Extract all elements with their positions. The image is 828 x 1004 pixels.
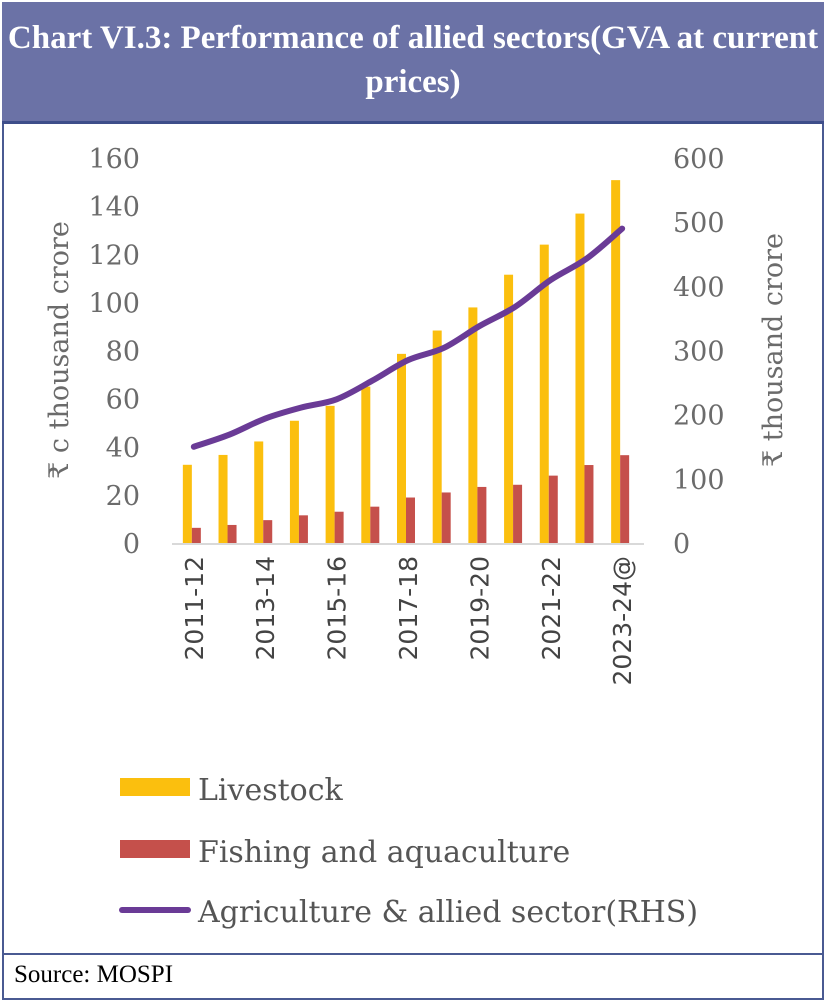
x-tick-label: 2023-24@	[608, 556, 637, 685]
chart-title: Chart VI.3: Performance of allied sector…	[2, 2, 824, 124]
fishing-bar	[406, 497, 415, 543]
x-tick-label: 2011-12	[180, 556, 209, 660]
x-tick-label: 2013-14	[251, 556, 280, 660]
x-tick-label: 2017-18	[394, 556, 423, 660]
livestock-bar	[611, 180, 621, 543]
left-tick-label: 160	[88, 144, 140, 175]
livestock-bar	[254, 441, 264, 543]
right-tick-label: 500	[673, 208, 725, 239]
agriculture-line	[190, 225, 626, 450]
left-tick-label: 120	[88, 240, 140, 271]
legend-livestock-label: Livestock	[198, 773, 344, 808]
livestock-bar	[575, 213, 585, 543]
left-tick-label: 80	[106, 337, 140, 368]
left-tick-label: 20	[106, 481, 140, 512]
livestock-bar	[289, 420, 299, 543]
fishing-bar	[477, 486, 487, 543]
livestock-bar	[182, 464, 192, 543]
left-tick-label: 140	[88, 192, 140, 223]
x-tick-label: 2015-16	[323, 556, 352, 660]
fishing-bar	[334, 511, 344, 543]
legend-livestock-swatch	[120, 778, 190, 796]
livestock-bar	[325, 405, 335, 543]
fishing-bar	[370, 506, 380, 543]
left-tick-label: 100	[88, 288, 140, 319]
legend-agriculture-label: Agriculture & allied sector(RHS)	[197, 895, 698, 930]
legend-fishing-label: Fishing and aquaculture	[198, 835, 570, 870]
fishing-bar	[298, 515, 308, 543]
left-tick-label: 0	[123, 529, 140, 560]
fishing-bar	[620, 455, 630, 543]
x-tick-label: 2021-22	[537, 556, 566, 660]
right-tick-label: 100	[673, 465, 725, 496]
left-axis-title: ₹ c thousand crore	[44, 221, 75, 479]
right-tick-label: 400	[673, 272, 725, 303]
livestock-bar	[397, 353, 406, 543]
right-tick-label: 0	[673, 529, 690, 560]
fishing-bar	[548, 475, 558, 543]
right-tick-label: 300	[673, 337, 725, 368]
fishing-bar	[584, 465, 594, 543]
fishing-bar	[227, 524, 237, 543]
fishing-bar	[191, 527, 201, 543]
livestock-bar	[218, 454, 228, 543]
livestock-bar	[361, 386, 371, 543]
livestock-bar	[504, 274, 514, 543]
livestock-bar	[468, 307, 478, 543]
fishing-bar	[441, 492, 451, 543]
livestock-bar	[432, 330, 442, 543]
left-tick-label: 60	[106, 385, 140, 416]
chart: 0 20 40 60 80 100 120 140 160 0 100 200 300 400 500 600…	[44, 144, 789, 930]
right-tick-label: 600	[673, 144, 725, 175]
fishing-bar	[263, 520, 273, 543]
x-tick-label: 2019-20	[465, 556, 494, 660]
fishing-bar	[513, 484, 523, 543]
left-tick-label: 40	[106, 433, 140, 464]
source-note: Source: MOSPI	[2, 953, 824, 995]
livestock-bar	[539, 244, 549, 543]
legend-fishing-swatch	[120, 840, 190, 858]
right-tick-label: 200	[673, 401, 725, 432]
right-axis-title: ₹ thousand crore	[758, 233, 789, 467]
